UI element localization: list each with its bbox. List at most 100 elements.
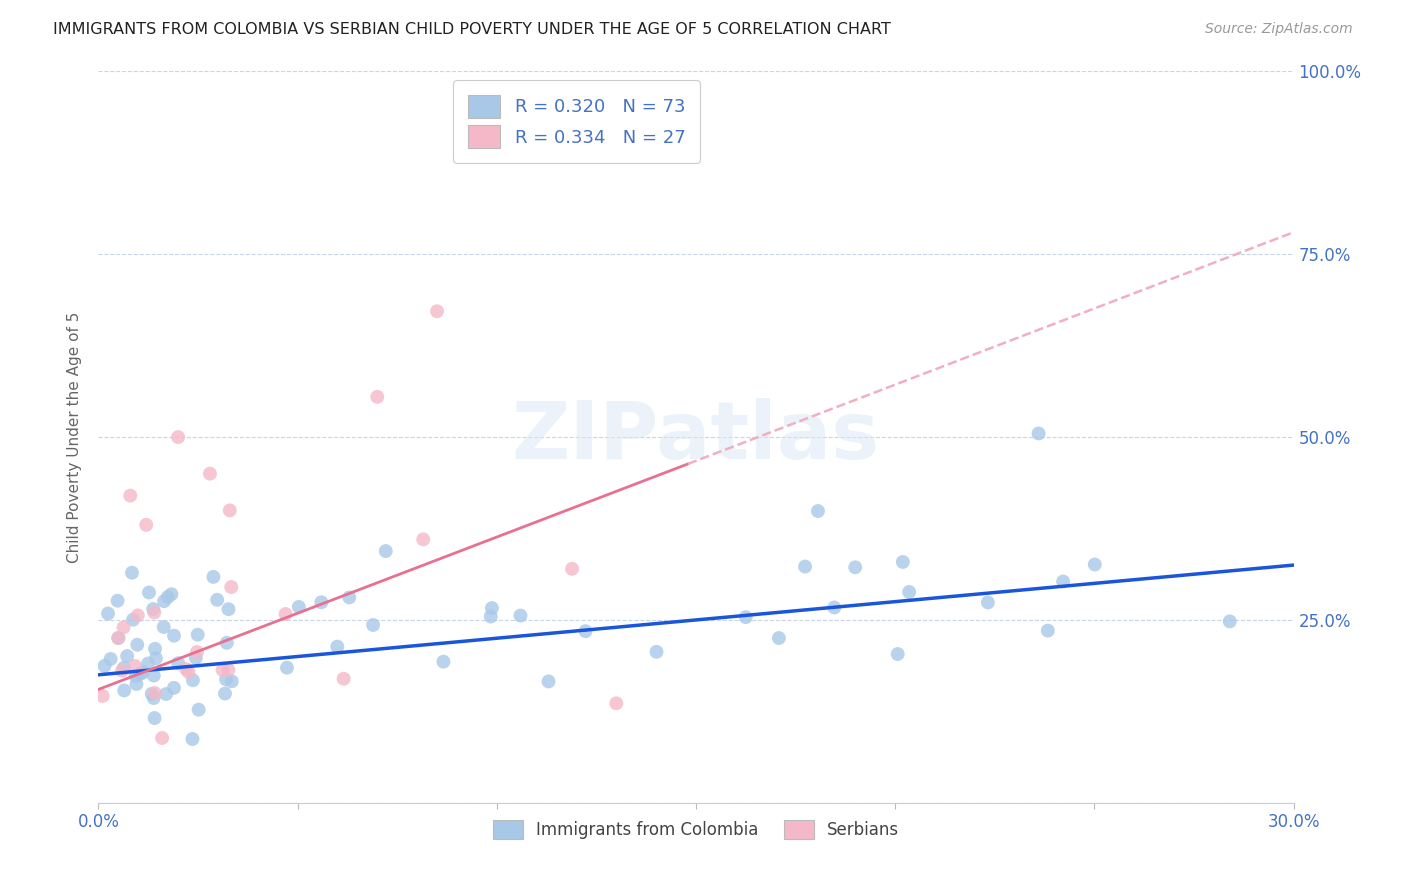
- Point: [107, 631, 129, 645]
- Point: [807, 504, 830, 518]
- Point: [1036, 624, 1059, 638]
- Point: [112, 660, 135, 674]
- Point: [605, 696, 627, 710]
- Point: [361, 618, 384, 632]
- Point: [122, 613, 145, 627]
- Point: [561, 562, 583, 576]
- Point: [125, 669, 148, 683]
- Point: [155, 687, 177, 701]
- Point: [127, 608, 149, 623]
- Point: [160, 587, 183, 601]
- Point: [121, 566, 143, 580]
- Point: [163, 681, 186, 695]
- Point: [167, 657, 190, 671]
- Point: [187, 703, 209, 717]
- Point: [221, 674, 243, 689]
- Point: [163, 629, 186, 643]
- Point: [181, 673, 204, 688]
- Point: [107, 593, 129, 607]
- Point: [150, 731, 173, 745]
- Point: [734, 610, 756, 624]
- Point: [891, 555, 914, 569]
- Y-axis label: Child Poverty Under the Age of 5: Child Poverty Under the Age of 5: [67, 311, 83, 563]
- Point: [898, 585, 921, 599]
- Point: [274, 607, 297, 621]
- Legend: Immigrants from Colombia, Serbians: Immigrants from Colombia, Serbians: [486, 814, 905, 846]
- Point: [977, 595, 1000, 609]
- Point: [794, 559, 817, 574]
- Point: [574, 624, 596, 639]
- Point: [886, 647, 908, 661]
- Point: [202, 570, 225, 584]
- Point: [174, 662, 197, 676]
- Point: [215, 673, 238, 687]
- Point: [156, 590, 179, 604]
- Point: [211, 663, 233, 677]
- Point: [125, 677, 148, 691]
- Point: [138, 585, 160, 599]
- Point: [768, 631, 790, 645]
- Point: [129, 666, 152, 681]
- Point: [276, 661, 298, 675]
- Point: [219, 580, 242, 594]
- Point: [366, 390, 388, 404]
- Point: [142, 668, 165, 682]
- Text: IMMIGRANTS FROM COLOMBIA VS SERBIAN CHILD POVERTY UNDER THE AGE OF 5 CORRELATION: IMMIGRANTS FROM COLOMBIA VS SERBIAN CHIL…: [53, 22, 891, 37]
- Point: [1028, 426, 1050, 441]
- Point: [1052, 574, 1074, 589]
- Point: [509, 608, 531, 623]
- Point: [120, 489, 142, 503]
- Point: [143, 606, 166, 620]
- Point: [374, 544, 396, 558]
- Point: [136, 657, 159, 671]
- Point: [645, 645, 668, 659]
- Point: [141, 687, 163, 701]
- Point: [135, 517, 157, 532]
- Point: [1219, 615, 1241, 629]
- Point: [214, 687, 236, 701]
- Text: Source: ZipAtlas.com: Source: ZipAtlas.com: [1205, 22, 1353, 37]
- Point: [142, 691, 165, 706]
- Point: [124, 659, 146, 673]
- Point: [132, 665, 155, 680]
- Point: [143, 641, 166, 656]
- Point: [217, 602, 239, 616]
- Point: [153, 594, 176, 608]
- Point: [537, 674, 560, 689]
- Point: [115, 648, 138, 663]
- Point: [412, 533, 434, 547]
- Point: [217, 663, 239, 677]
- Point: [426, 304, 449, 318]
- Point: [127, 638, 149, 652]
- Point: [481, 601, 503, 615]
- Point: [205, 592, 228, 607]
- Point: [97, 607, 120, 621]
- Point: [167, 430, 190, 444]
- Point: [288, 599, 311, 614]
- Point: [142, 602, 165, 616]
- Point: [332, 672, 354, 686]
- Point: [177, 665, 200, 679]
- Point: [145, 651, 167, 665]
- Point: [1084, 558, 1107, 572]
- Point: [186, 645, 208, 659]
- Point: [187, 628, 209, 642]
- Point: [823, 600, 845, 615]
- Point: [181, 731, 204, 746]
- Point: [111, 664, 134, 678]
- Point: [112, 683, 135, 698]
- Point: [198, 467, 221, 481]
- Point: [107, 631, 129, 645]
- Point: [215, 636, 238, 650]
- Text: ZIPatlas: ZIPatlas: [512, 398, 880, 476]
- Point: [844, 560, 866, 574]
- Point: [143, 711, 166, 725]
- Point: [100, 652, 122, 666]
- Point: [184, 650, 207, 665]
- Point: [143, 686, 166, 700]
- Point: [337, 591, 360, 605]
- Point: [218, 503, 240, 517]
- Point: [311, 595, 333, 609]
- Point: [326, 640, 349, 654]
- Point: [112, 620, 135, 634]
